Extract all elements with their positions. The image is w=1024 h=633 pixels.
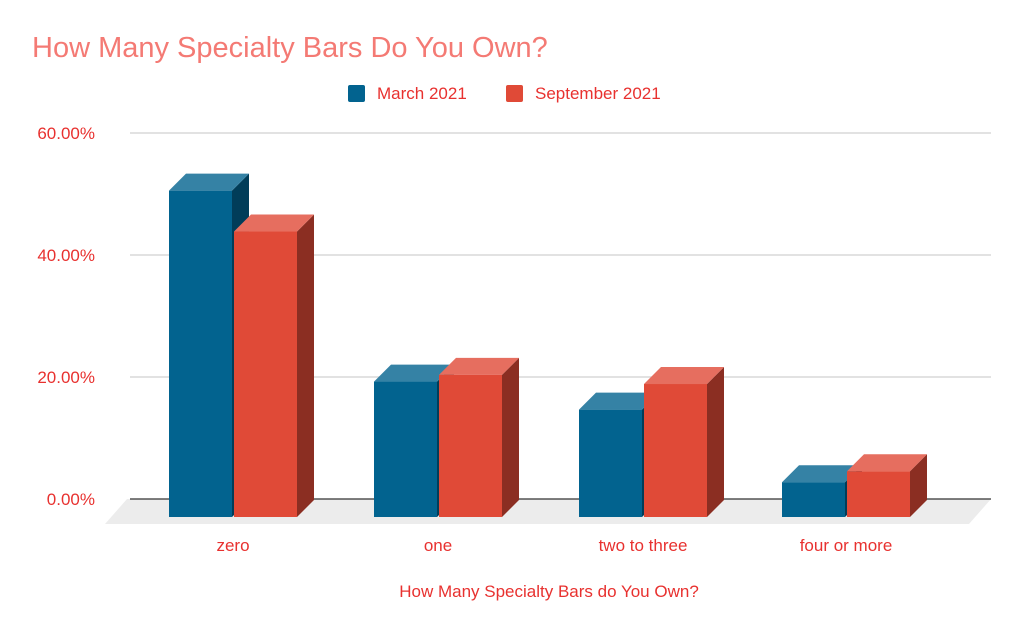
y-tick-label: 40.00% xyxy=(37,246,95,265)
bar-september-2021-two-to-three xyxy=(644,367,724,517)
bar-front-face xyxy=(782,482,845,517)
legend-swatch-march-2021 xyxy=(348,85,365,102)
legend-label-september-2021: September 2021 xyxy=(535,84,661,103)
legend: March 2021 September 2021 xyxy=(348,84,661,103)
bar-front-face xyxy=(644,384,707,517)
y-tick-label: 20.00% xyxy=(37,368,95,387)
bar-top-face xyxy=(579,392,659,410)
x-tick-label: two to three xyxy=(599,536,688,555)
bar-front-face xyxy=(234,231,297,517)
bar-side-face xyxy=(910,454,927,517)
bar-front-face xyxy=(439,374,502,517)
bar-top-face xyxy=(782,465,862,483)
bar-top-face xyxy=(439,357,519,375)
bar-september-2021-four-or-more xyxy=(847,454,927,517)
bar-side-face xyxy=(297,214,314,517)
bar-front-face xyxy=(847,471,910,517)
bar-side-face xyxy=(502,357,519,517)
bar-top-face xyxy=(847,454,927,472)
x-tick-label: four or more xyxy=(800,536,893,555)
bar-side-face xyxy=(707,367,724,517)
bar-top-face xyxy=(169,173,249,191)
legend-label-march-2021: March 2021 xyxy=(377,84,467,103)
bar-september-2021-one xyxy=(439,357,519,517)
bar-top-face xyxy=(234,214,314,232)
chart-title: How Many Specialty Bars Do You Own? xyxy=(32,32,548,64)
bar-front-face xyxy=(579,409,642,517)
x-tick-label: zero xyxy=(216,536,249,555)
bar-front-face xyxy=(169,190,232,517)
y-tick-label: 0.00% xyxy=(47,490,95,509)
bar-top-face xyxy=(644,367,724,385)
bar-front-face xyxy=(374,381,437,517)
legend-swatch-september-2021 xyxy=(506,85,523,102)
bar-top-face xyxy=(374,364,454,382)
x-tick-label: one xyxy=(424,536,452,555)
x-axis-title: How Many Specialty Bars do You Own? xyxy=(399,582,699,601)
chart-floor xyxy=(105,499,991,524)
y-tick-label: 60.00% xyxy=(37,124,95,143)
bar-september-2021-zero xyxy=(234,214,314,517)
